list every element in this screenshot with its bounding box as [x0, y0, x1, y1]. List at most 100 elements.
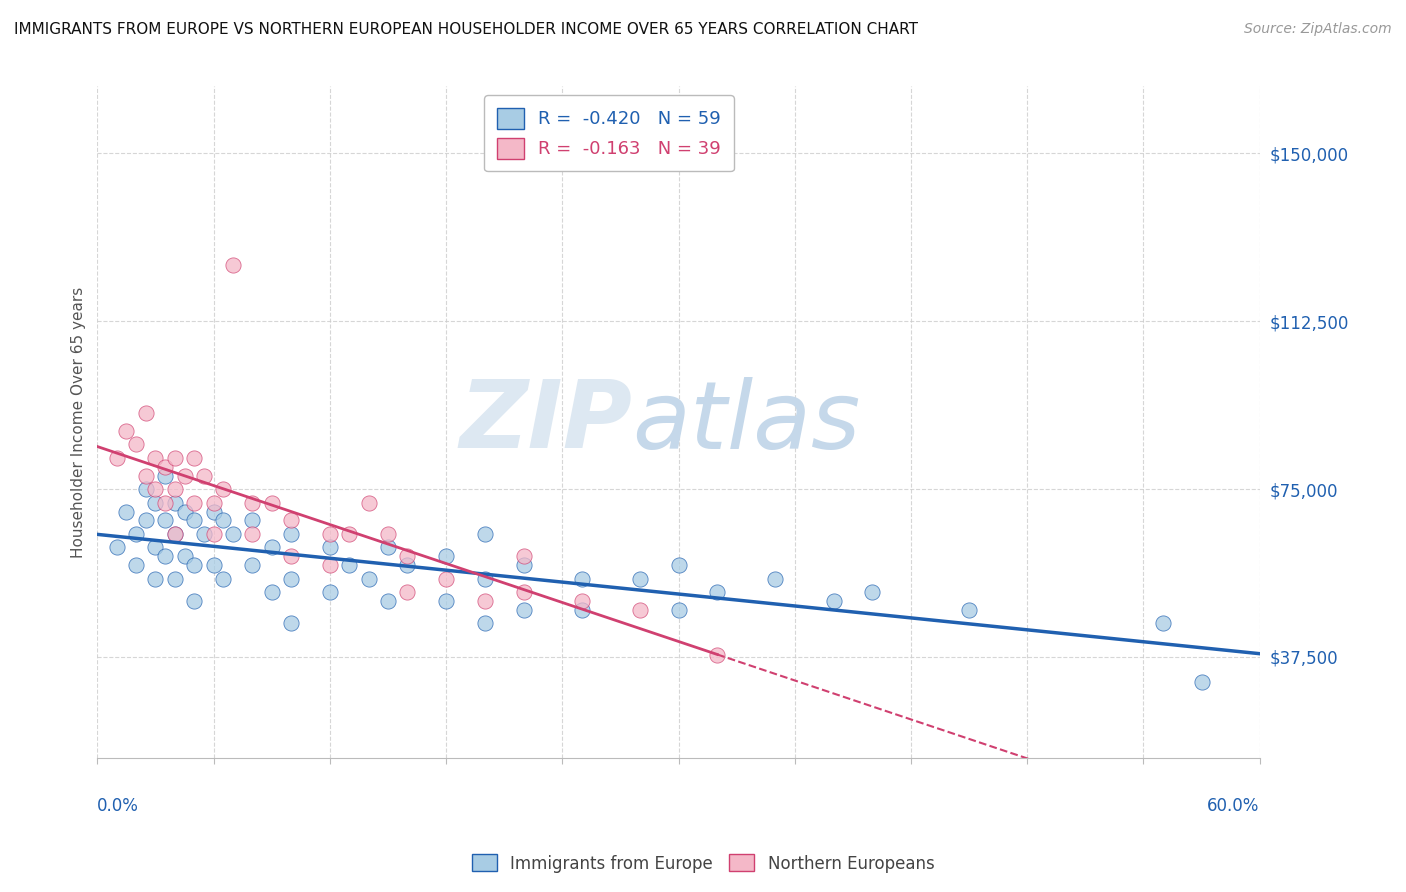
Point — [145, 572, 167, 586]
Point — [474, 594, 496, 608]
Point — [222, 259, 245, 273]
Point — [396, 558, 419, 573]
Point — [571, 572, 593, 586]
Point — [337, 527, 360, 541]
Point — [357, 495, 380, 509]
Point — [396, 585, 419, 599]
Y-axis label: Householder Income Over 65 years: Householder Income Over 65 years — [72, 286, 86, 558]
Point — [163, 450, 186, 465]
Point — [163, 495, 186, 509]
Point — [377, 527, 399, 541]
Point — [512, 603, 534, 617]
Point — [396, 549, 419, 564]
Point — [145, 495, 167, 509]
Point — [280, 527, 302, 541]
Point — [163, 527, 186, 541]
Point — [202, 495, 225, 509]
Point — [260, 541, 283, 555]
Point — [319, 585, 342, 599]
Point — [145, 482, 167, 496]
Point — [668, 603, 690, 617]
Point — [183, 594, 205, 608]
Point — [153, 495, 176, 509]
Legend: R =  -0.420   N = 59, R =  -0.163   N = 39: R = -0.420 N = 59, R = -0.163 N = 39 — [484, 95, 734, 171]
Text: IMMIGRANTS FROM EUROPE VS NORTHERN EUROPEAN HOUSEHOLDER INCOME OVER 65 YEARS COR: IMMIGRANTS FROM EUROPE VS NORTHERN EUROP… — [14, 22, 918, 37]
Point — [212, 572, 235, 586]
Point — [1191, 674, 1213, 689]
Point — [125, 437, 148, 451]
Point — [135, 468, 157, 483]
Point — [183, 450, 205, 465]
Point — [337, 558, 360, 573]
Point — [240, 513, 263, 527]
Point — [474, 572, 496, 586]
Point — [135, 482, 157, 496]
Point — [153, 513, 176, 527]
Point — [202, 527, 225, 541]
Point — [163, 482, 186, 496]
Point — [115, 424, 138, 438]
Point — [183, 558, 205, 573]
Point — [474, 527, 496, 541]
Point — [135, 406, 157, 420]
Text: atlas: atlas — [633, 376, 860, 467]
Point — [823, 594, 845, 608]
Point — [193, 468, 215, 483]
Point — [434, 572, 457, 586]
Point — [202, 504, 225, 518]
Point — [145, 541, 167, 555]
Point — [512, 558, 534, 573]
Point — [571, 603, 593, 617]
Point — [763, 572, 786, 586]
Point — [260, 585, 283, 599]
Point — [212, 482, 235, 496]
Point — [260, 495, 283, 509]
Point — [105, 541, 128, 555]
Point — [628, 603, 651, 617]
Point — [202, 558, 225, 573]
Point — [1152, 616, 1174, 631]
Point — [377, 594, 399, 608]
Point — [135, 513, 157, 527]
Point — [860, 585, 883, 599]
Point — [153, 549, 176, 564]
Point — [183, 513, 205, 527]
Point — [240, 558, 263, 573]
Point — [512, 549, 534, 564]
Point — [280, 549, 302, 564]
Point — [280, 572, 302, 586]
Legend: Immigrants from Europe, Northern Europeans: Immigrants from Europe, Northern Europea… — [465, 847, 941, 880]
Point — [434, 549, 457, 564]
Point — [434, 594, 457, 608]
Point — [668, 558, 690, 573]
Point — [319, 558, 342, 573]
Point — [319, 541, 342, 555]
Point — [115, 504, 138, 518]
Point — [153, 459, 176, 474]
Text: 0.0%: 0.0% — [97, 797, 139, 814]
Point — [193, 527, 215, 541]
Point — [512, 585, 534, 599]
Point — [173, 504, 195, 518]
Point — [628, 572, 651, 586]
Point — [357, 572, 380, 586]
Text: 60.0%: 60.0% — [1208, 797, 1260, 814]
Point — [280, 513, 302, 527]
Point — [280, 616, 302, 631]
Point — [957, 603, 980, 617]
Point — [212, 513, 235, 527]
Point — [240, 527, 263, 541]
Point — [173, 549, 195, 564]
Text: ZIP: ZIP — [460, 376, 633, 468]
Point — [222, 527, 245, 541]
Point — [183, 495, 205, 509]
Point — [377, 541, 399, 555]
Text: Source: ZipAtlas.com: Source: ZipAtlas.com — [1244, 22, 1392, 37]
Point — [706, 585, 728, 599]
Point — [319, 527, 342, 541]
Point — [163, 527, 186, 541]
Point — [706, 648, 728, 662]
Point — [571, 594, 593, 608]
Point — [474, 616, 496, 631]
Point — [145, 450, 167, 465]
